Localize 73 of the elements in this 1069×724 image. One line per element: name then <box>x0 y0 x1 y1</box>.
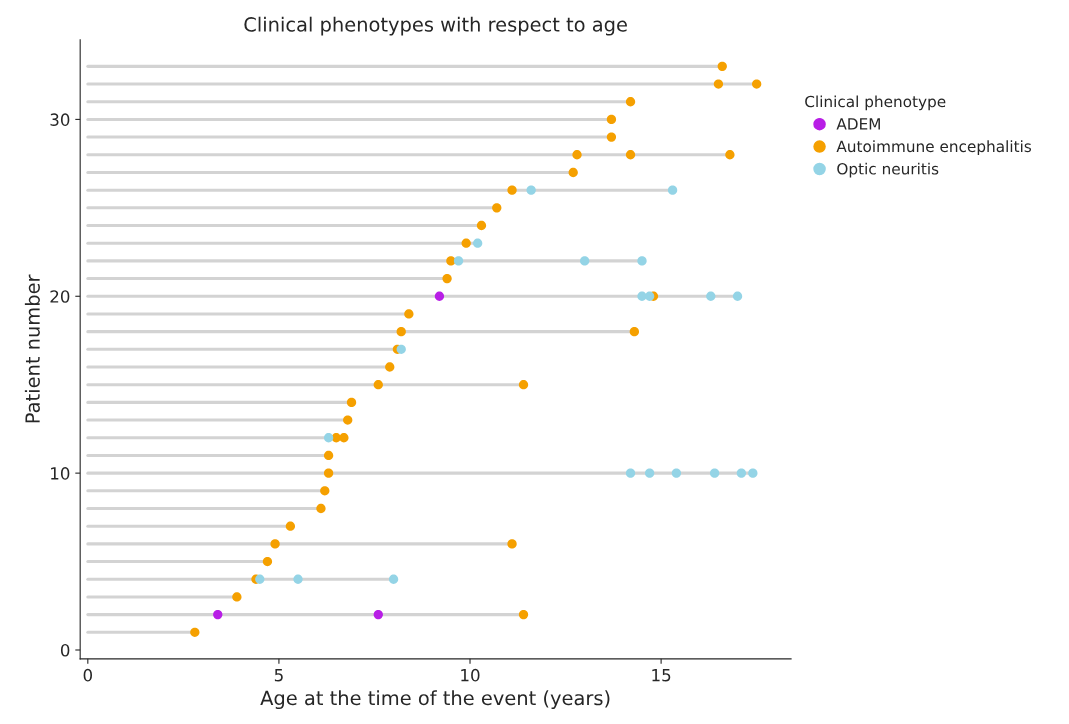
point <box>373 609 383 620</box>
y-tick-label: 30 <box>50 113 70 126</box>
point <box>396 344 406 354</box>
point <box>255 574 265 584</box>
legend-label: Autoimmune encephalitis <box>836 140 1032 156</box>
legend-label: ADEM <box>836 118 880 130</box>
point <box>323 433 334 443</box>
x-tick-label: 0 <box>83 668 93 682</box>
point <box>453 256 464 266</box>
y-axis-title: Patient number <box>24 274 40 423</box>
point <box>580 256 590 266</box>
point <box>285 521 296 531</box>
point <box>232 592 242 602</box>
point <box>606 114 617 125</box>
point <box>709 468 720 478</box>
point <box>388 574 399 584</box>
point <box>476 220 487 231</box>
point <box>339 433 349 443</box>
point <box>637 256 647 266</box>
point <box>461 238 471 248</box>
point <box>473 238 483 248</box>
point <box>568 167 578 178</box>
point <box>262 556 273 567</box>
point <box>492 203 502 213</box>
point <box>732 291 743 301</box>
point <box>323 450 334 461</box>
point <box>706 291 716 301</box>
y-tick-label: 10 <box>51 467 70 480</box>
point <box>190 627 200 637</box>
x-tick-label: 5 <box>274 669 283 682</box>
point <box>725 150 735 160</box>
point <box>606 132 617 142</box>
point <box>385 362 395 372</box>
point <box>442 273 452 284</box>
y-tick-label: 0 <box>60 643 70 657</box>
point <box>644 468 655 478</box>
point <box>752 79 762 89</box>
point <box>293 574 303 584</box>
point <box>373 380 383 390</box>
point <box>396 326 406 337</box>
point <box>434 291 445 301</box>
point <box>346 397 357 408</box>
point <box>343 415 353 425</box>
point <box>213 609 223 620</box>
point <box>713 79 724 89</box>
point <box>404 309 414 319</box>
point <box>736 468 747 478</box>
chart-title: Clinical phenotypes with respect to age <box>244 16 627 36</box>
point <box>323 468 334 478</box>
point <box>629 326 640 337</box>
x-tick-label: 10 <box>461 668 480 682</box>
legend-title: Clinical phenotype <box>805 95 946 111</box>
point <box>748 468 758 478</box>
point <box>667 185 678 195</box>
y-tick-label: 20 <box>50 290 70 303</box>
point <box>717 61 727 72</box>
point <box>625 150 636 160</box>
point <box>518 609 529 620</box>
legend-label: Optic neuritis <box>837 162 939 178</box>
point <box>671 468 682 478</box>
x-tick-label: 15 <box>652 669 671 682</box>
point <box>526 185 536 195</box>
point <box>625 468 636 478</box>
point <box>320 486 330 496</box>
point <box>316 503 326 514</box>
x-axis-title: Age at the time of the event (years) <box>260 690 610 710</box>
point <box>637 291 647 301</box>
point <box>518 380 529 390</box>
point <box>270 539 280 549</box>
point <box>507 185 517 195</box>
point <box>572 150 582 160</box>
point <box>507 539 517 549</box>
point <box>625 97 636 107</box>
